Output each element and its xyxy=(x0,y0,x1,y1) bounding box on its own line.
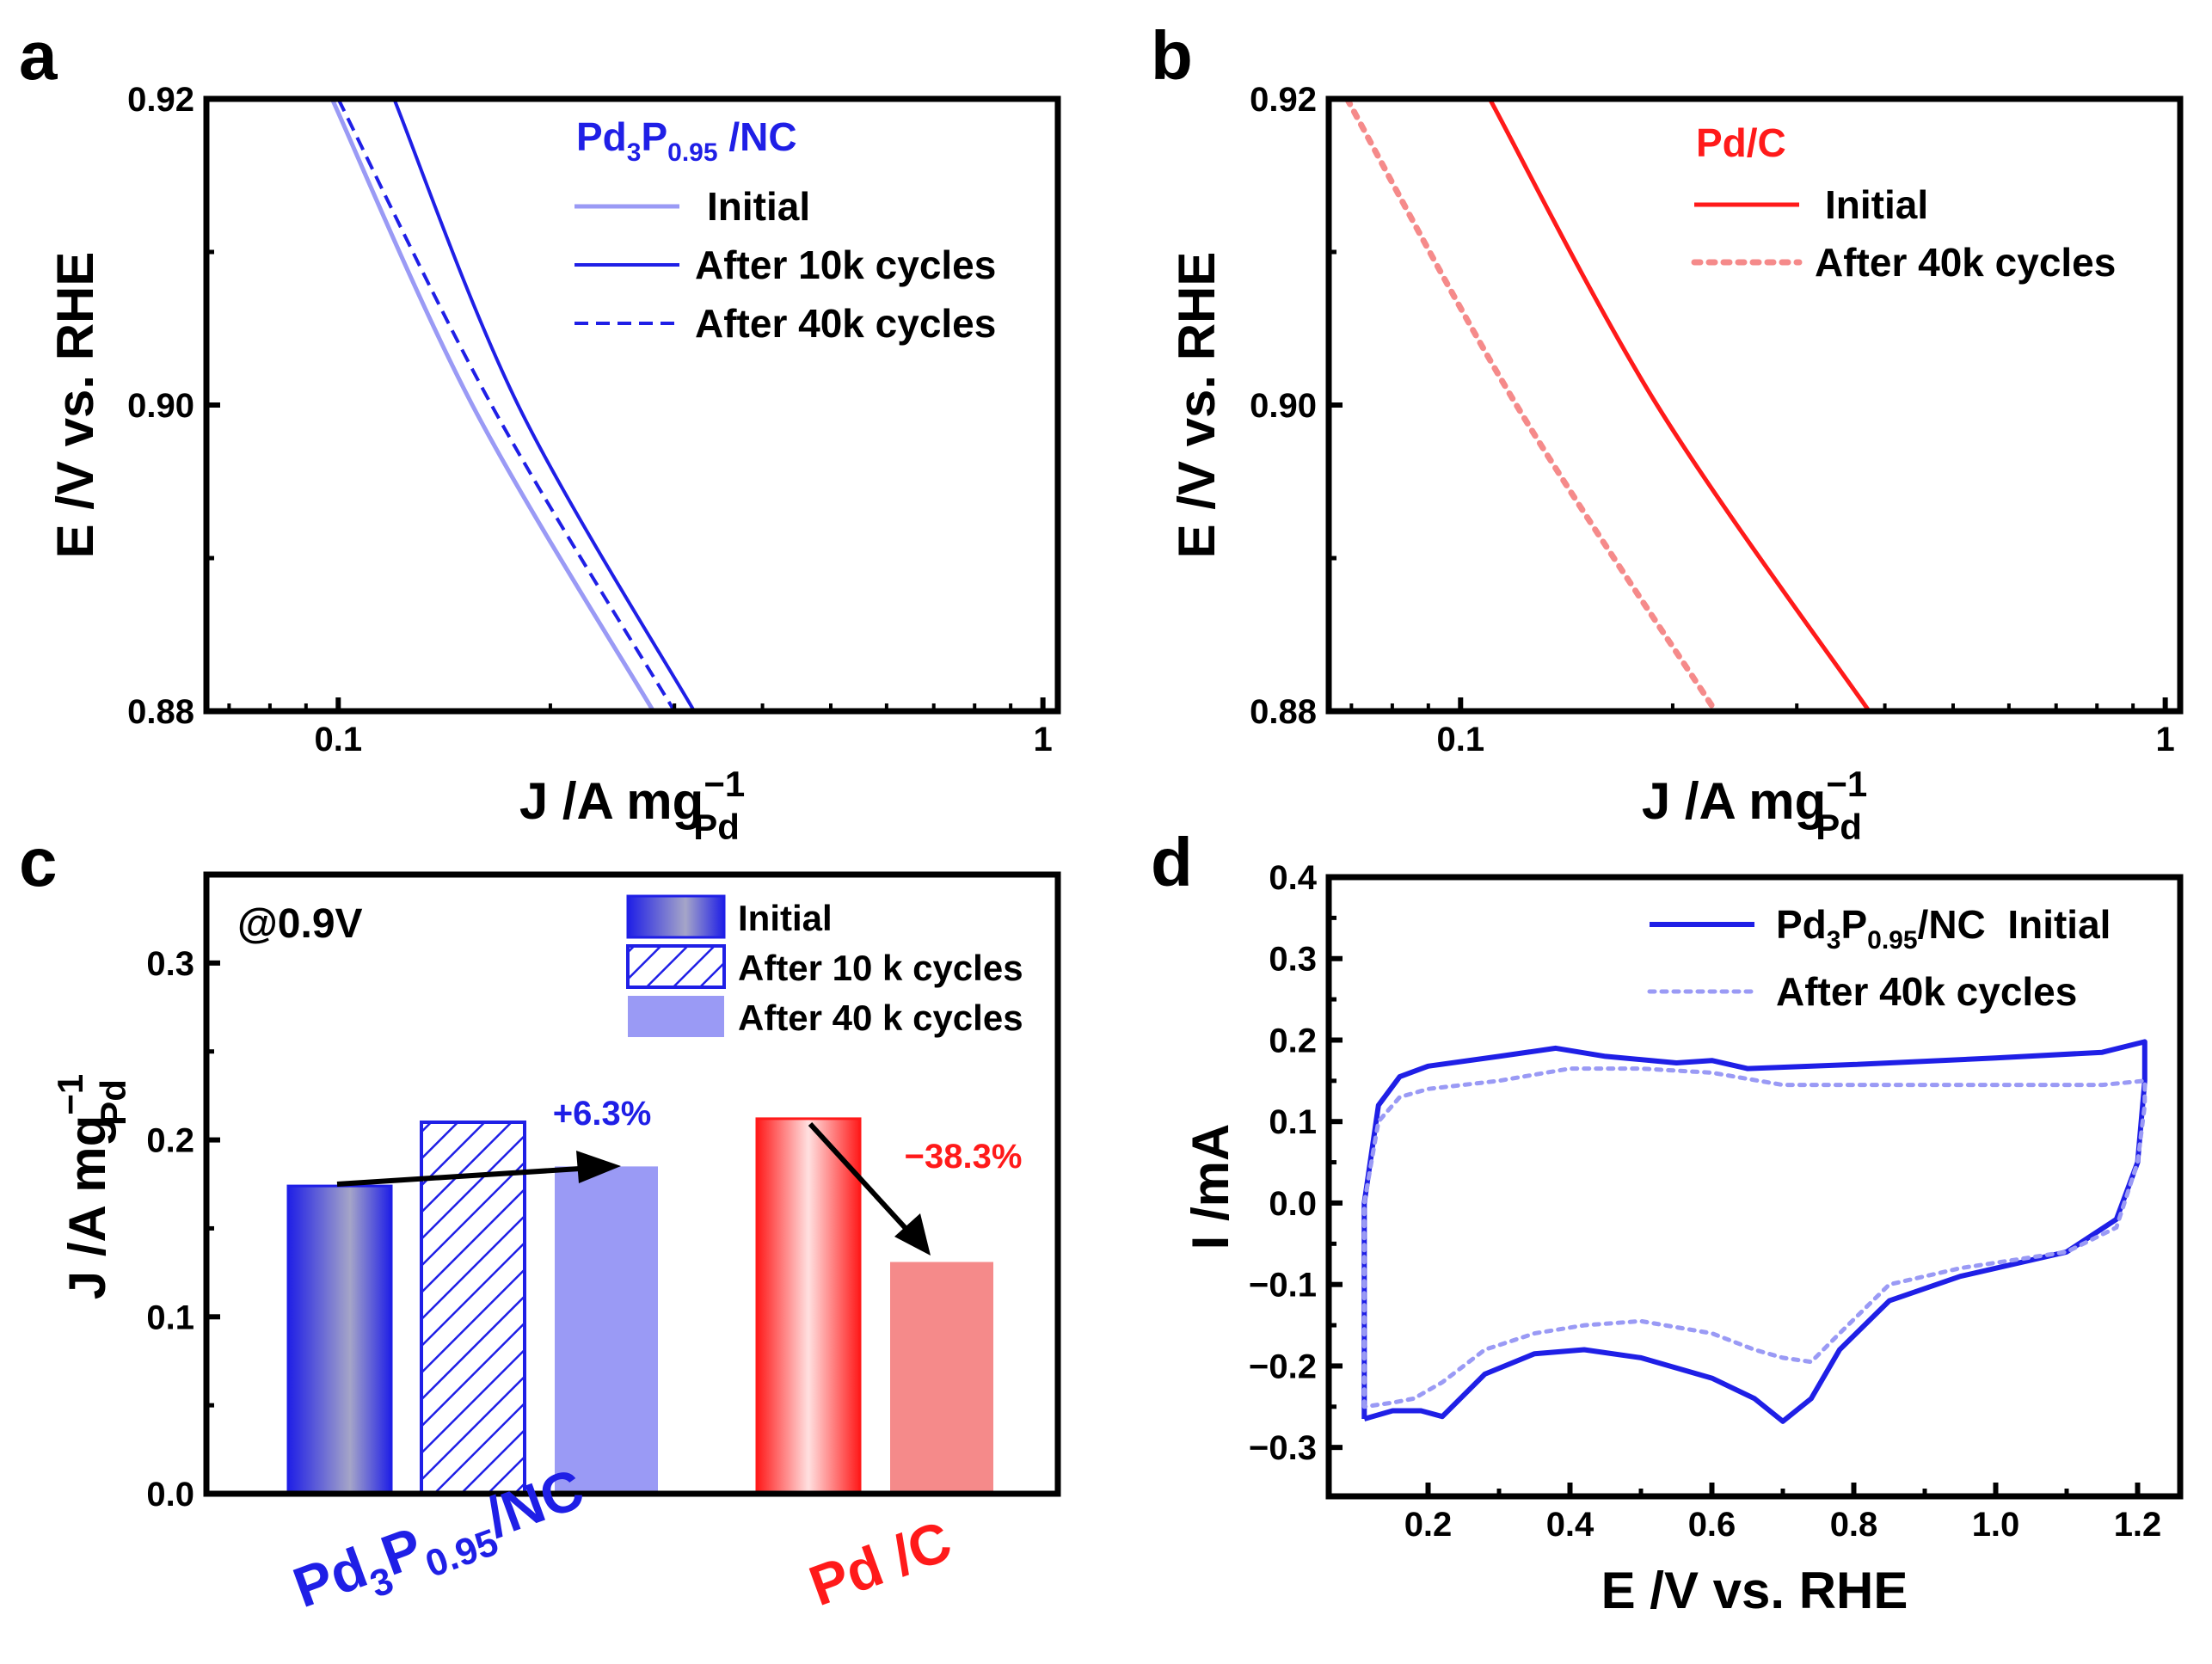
panel-d: d −0.3 −0.2 −0.1 0.0 0.1 0.2 0.3 0.4 0.2 0.4 0.6 0.… xyxy=(1151,824,2184,1619)
panel-a-label: a xyxy=(19,17,58,94)
panel-b-xtick-label: 0.1 xyxy=(1436,721,1484,758)
panel-c-ytick-label: 0.0 xyxy=(146,1476,194,1514)
panel-d-legend-label-initial: Pd3P0.95/NC Initial xyxy=(1776,902,2111,955)
panel-b-label: b xyxy=(1151,17,1193,94)
panel-b: b 0.88 0.90 0.92 0.1 1 J /A mg−1 Pd E /V vs. … xyxy=(1151,17,2184,847)
panel-b-legend-label-initial: Initial xyxy=(1825,182,1928,227)
panel-d-xtick-label: 1.2 xyxy=(2114,1506,2162,1544)
panel-b-legend: Pd/C Initial After 40k cycles xyxy=(1691,120,2116,285)
panel-c-bars xyxy=(286,1117,993,1495)
panel-b-xlabel: J /A mg−1 Pd xyxy=(1642,764,1867,847)
panel-a: a 0.88 0.90 0.92 0.1 1 J /A mg−1 Pd E /V vs. … xyxy=(19,17,1061,847)
panel-a-series-10k xyxy=(392,99,696,711)
panel-c-bar-pdp-initial xyxy=(286,1184,393,1495)
panel-d-ytick-label: 0.4 xyxy=(1269,859,1317,897)
panel-d-xtick-label: 1.0 xyxy=(1972,1506,2020,1544)
panel-a-plot xyxy=(329,99,696,711)
panel-d-xtick-label: 0.8 xyxy=(1830,1506,1878,1544)
panel-c-group-label-pdc: Pd /C xyxy=(801,1508,959,1618)
panel-c-legend-swatch-10k xyxy=(626,944,726,989)
panel-b-frame xyxy=(1325,95,2184,715)
panel-d-ytick-label: −0.1 xyxy=(1249,1267,1317,1305)
panel-d-frame xyxy=(1325,874,2184,1500)
panel-d-ytick-label: −0.3 xyxy=(1249,1429,1317,1467)
panel-c-bar-pdc-40k xyxy=(890,1262,993,1494)
panel-d-xtick-label: 0.6 xyxy=(1688,1506,1736,1544)
panel-b-ylabel: E /V vs. RHE xyxy=(1168,252,1226,559)
panel-d-axes: −0.3 −0.2 −0.1 0.0 0.1 0.2 0.3 0.4 0.2 0.4 0.6 0.8 1… xyxy=(1249,859,2161,1544)
panel-d-plot xyxy=(1361,1039,2147,1424)
panel-c: c +6.3% −38.3% 0.0 0.1 0.2 0.3 @0.9V J /A m… xyxy=(19,824,1061,1619)
panel-c-arrow-pdp xyxy=(336,1165,594,1187)
panel-d-xlabel: E /V vs. RHE xyxy=(1601,1562,1908,1619)
panel-d-ytick-label: 0.1 xyxy=(1269,1103,1317,1141)
panel-a-series-initial xyxy=(329,99,655,711)
panel-c-arrow-pdc xyxy=(808,1121,914,1237)
panel-a-ytick-label: 0.92 xyxy=(127,81,194,119)
panel-b-legend-label-40k: After 40k cycles xyxy=(1815,240,2116,285)
panel-c-annotation: @0.9V xyxy=(237,901,363,947)
panel-c-arrows xyxy=(336,1121,931,1256)
panel-d-ytick-label: 0.2 xyxy=(1269,1022,1317,1059)
panel-d-xtick-label: 0.2 xyxy=(1404,1506,1453,1544)
panel-d-legend: Pd3P0.95/NC Initial After 40k cycles xyxy=(1647,902,2111,1014)
panel-c-axes: 0.0 0.1 0.2 0.3 xyxy=(146,945,220,1514)
panel-c-arrow-pdp-head xyxy=(576,1151,621,1183)
panel-c-legend-swatch-initial xyxy=(626,894,726,939)
panel-c-legend-label-10k: After 10 k cycles xyxy=(738,948,1023,988)
panel-c-ytick-label: 0.3 xyxy=(146,945,194,983)
panel-b-ytick-label: 0.88 xyxy=(1250,693,1317,731)
panel-a-axes: 0.88 0.90 0.92 0.1 1 xyxy=(127,81,1053,758)
panel-b-ytick-label: 0.92 xyxy=(1250,81,1317,119)
panel-c-ytick-label: 0.1 xyxy=(146,1299,194,1336)
panel-b-plot xyxy=(1343,99,1871,711)
panel-d-ytick-label: −0.2 xyxy=(1249,1348,1317,1385)
panel-c-frame xyxy=(203,871,1061,1497)
panel-a-legend: Pd3P0.95 /NC Initial After 10k cycles Af… xyxy=(575,114,996,346)
panel-a-legend-label-40k: After 40k cycles xyxy=(695,301,996,346)
panel-b-series-40k xyxy=(1343,99,1719,711)
panel-c-legend-swatch-40k xyxy=(628,996,724,1037)
panel-a-xlabel: J /A mg−1 Pd xyxy=(519,764,745,847)
panel-c-ytick-label: 0.2 xyxy=(146,1122,194,1160)
panel-c-label: c xyxy=(19,824,58,900)
panel-c-legend-label-40k: After 40 k cycles xyxy=(738,998,1023,1038)
panel-d-legend-label-40k: After 40k cycles xyxy=(1776,969,2077,1014)
panel-a-frame xyxy=(203,95,1061,715)
panel-b-ytick-label: 0.90 xyxy=(1250,387,1317,425)
panel-a-ytick-label: 0.88 xyxy=(127,693,194,731)
panel-d-ytick-label: 0.0 xyxy=(1269,1185,1317,1223)
panel-d-xtick-label: 0.4 xyxy=(1546,1506,1594,1544)
panel-d-ylabel: I /mA xyxy=(1182,1124,1239,1250)
panel-a-ytick-label: 0.90 xyxy=(127,387,194,425)
panel-d-ytick-label: 0.3 xyxy=(1269,941,1317,979)
panel-d-label: d xyxy=(1151,824,1193,900)
panel-c-change-pdp: +6.3% xyxy=(553,1095,652,1133)
panel-b-series-initial xyxy=(1488,99,1871,711)
panel-c-ylabel: J /A mg−1Pd xyxy=(50,1074,133,1299)
panel-c-legend-label-initial: Initial xyxy=(738,898,833,938)
panel-c-arrow-pdc-head xyxy=(894,1213,931,1256)
panel-c-change-pdc: −38.3% xyxy=(905,1138,1023,1176)
panel-a-legend-label-10k: After 10k cycles xyxy=(695,243,996,287)
panel-a-legend-title: Pd3P0.95 /NC xyxy=(576,114,797,167)
panel-d-series-initial xyxy=(1361,1039,2147,1424)
panel-a-xtick-label: 1 xyxy=(1034,721,1053,758)
panel-a-xtick-label: 0.1 xyxy=(314,721,362,758)
panel-a-series-40k xyxy=(336,99,676,711)
panel-b-xtick-label: 1 xyxy=(2156,721,2175,758)
panel-c-bar-pdp-40k xyxy=(555,1166,658,1494)
panel-a-ylabel: E /V vs. RHE xyxy=(46,252,104,559)
panel-b-legend-title: Pd/C xyxy=(1696,120,1786,165)
panel-c-legend: Initial After 10 k cycles After 40 k cyc… xyxy=(626,894,1023,1038)
panel-d-series-40k xyxy=(1361,1066,2147,1409)
panel-a-legend-label-initial: Initial xyxy=(707,184,810,229)
panel-b-axes: 0.88 0.90 0.92 0.1 1 xyxy=(1250,81,2175,758)
panel-c-bar-pdc-initial xyxy=(755,1117,862,1495)
